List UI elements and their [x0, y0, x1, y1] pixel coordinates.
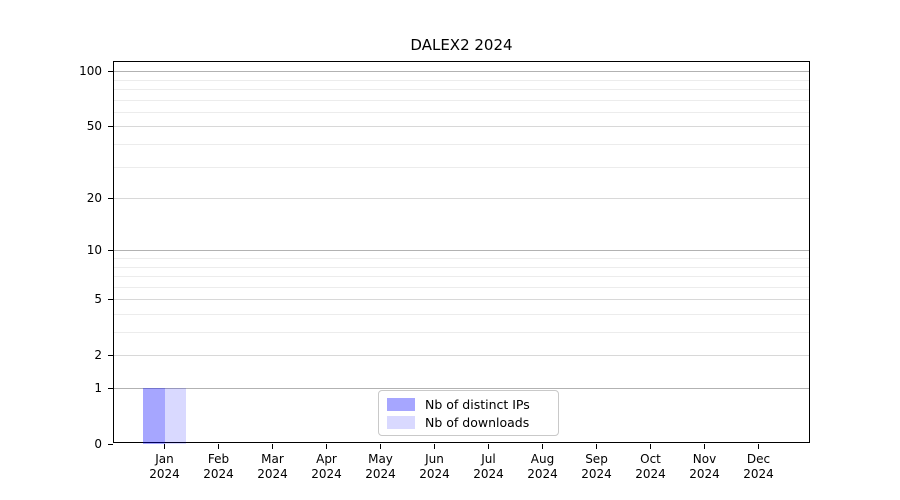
y-axis-tick-2	[107, 354, 113, 356]
legend: Nb of distinct IPs Nb of downloads	[378, 390, 559, 436]
y-gridline-minor-3	[114, 332, 809, 333]
y-gridline-minor-6	[114, 286, 809, 288]
y-axis-tick-label-5: 5	[94, 291, 102, 306]
x-axis-tick-label-oct: Oct 2024	[635, 452, 666, 481]
x-axis-tick-label-feb: Feb 2024	[203, 452, 234, 481]
x-axis-tick-label-mar: Mar 2024	[257, 452, 288, 481]
y-gridline-minor-70	[114, 99, 809, 101]
y-axis-tick-0	[107, 443, 113, 445]
y-axis-tick-5	[107, 298, 113, 300]
y-axis-tick-label-2: 2	[94, 347, 102, 362]
x-axis-tick-label-may: May 2024	[365, 452, 396, 481]
y-gridline-minor-7	[114, 276, 809, 277]
plot-area: 0 1 2 5 10 20 50 100 Jan 2024 Feb 2024 Mar 2024 Apr…	[79, 61, 810, 481]
x-axis-tick-dec	[757, 443, 760, 449]
chart-title: DALEX2 2024	[410, 36, 513, 54]
x-axis-tick-label-jul: Jul 2024	[473, 452, 504, 481]
y-axis-tick-label-20: 20	[86, 190, 102, 205]
legend-label-downloads: Nb of downloads	[425, 414, 530, 430]
x-axis-tick-jan	[163, 443, 166, 449]
y-gridline-50	[114, 126, 809, 128]
legend-item-distinct-ips: Nb of distinct IPs	[387, 397, 558, 412]
x-axis-tick-sep	[595, 443, 598, 449]
x-axis-tick-apr	[325, 443, 328, 449]
y-axis-tick-1	[107, 387, 113, 389]
y-axis-tick-label-1: 1	[94, 380, 102, 395]
x-axis-tick-label-jun: Jun 2024	[419, 452, 450, 481]
bar-nb-of-downloads-jan	[164, 388, 186, 444]
y-axis-tick-label-10: 10	[86, 242, 102, 257]
x-axis-tick-label-aug: Aug 2024	[527, 452, 558, 481]
x-axis-tick-mar	[271, 443, 274, 449]
y-gridline-minor-80	[114, 88, 809, 90]
legend-swatch-downloads	[387, 415, 415, 429]
y-axis-tick-label-100: 100	[79, 63, 102, 78]
y-axis-tick-20	[107, 197, 113, 199]
y-axis-tick-10	[107, 249, 113, 251]
y-axis-tick-label-0: 0	[94, 436, 102, 451]
y-gridline-1	[114, 388, 809, 389]
y-gridline-minor-30	[114, 166, 809, 168]
x-axis-tick-may	[379, 443, 382, 449]
x-axis-tick-oct	[649, 443, 652, 449]
legend-swatch-distinct-ips	[387, 397, 415, 411]
x-axis-tick-label-sep: Sep 2024	[581, 452, 612, 481]
y-gridline-20	[114, 198, 809, 199]
y-axis-tick-100	[107, 70, 113, 72]
y-gridline-5	[114, 299, 809, 301]
y-gridline-minor-4	[114, 313, 809, 315]
y-gridline-minor-9	[114, 257, 809, 259]
legend-label-distinct-ips: Nb of distinct IPs	[425, 396, 530, 412]
y-gridline-minor-8	[114, 266, 809, 268]
x-axis-tick-label-dec: Dec 2024	[743, 452, 774, 481]
y-axis-tick-label-50: 50	[86, 118, 102, 133]
y-gridline-2	[114, 355, 809, 357]
x-axis-tick-label-apr: Apr 2024	[311, 452, 342, 481]
x-axis-tick-aug	[541, 443, 544, 449]
x-axis-tick-label-nov: Nov 2024	[689, 452, 720, 481]
x-axis-tick-label-jan: Jan 2024	[149, 452, 180, 481]
y-gridline-100	[114, 71, 809, 73]
bar-nb-of-distinct-ips-jan	[143, 388, 165, 444]
x-axis-tick-feb	[217, 443, 220, 449]
y-gridline-minor-60	[114, 111, 809, 113]
legend-item-downloads: Nb of downloads	[387, 415, 558, 430]
x-axis-tick-jun	[433, 443, 436, 449]
y-gridline-minor-40	[114, 143, 809, 145]
y-gridline-10	[114, 250, 809, 252]
x-axis-tick-jul	[487, 443, 490, 449]
y-axis-tick-50	[107, 125, 113, 127]
x-axis-tick-nov	[703, 443, 706, 449]
y-gridline-minor-90	[114, 79, 809, 81]
